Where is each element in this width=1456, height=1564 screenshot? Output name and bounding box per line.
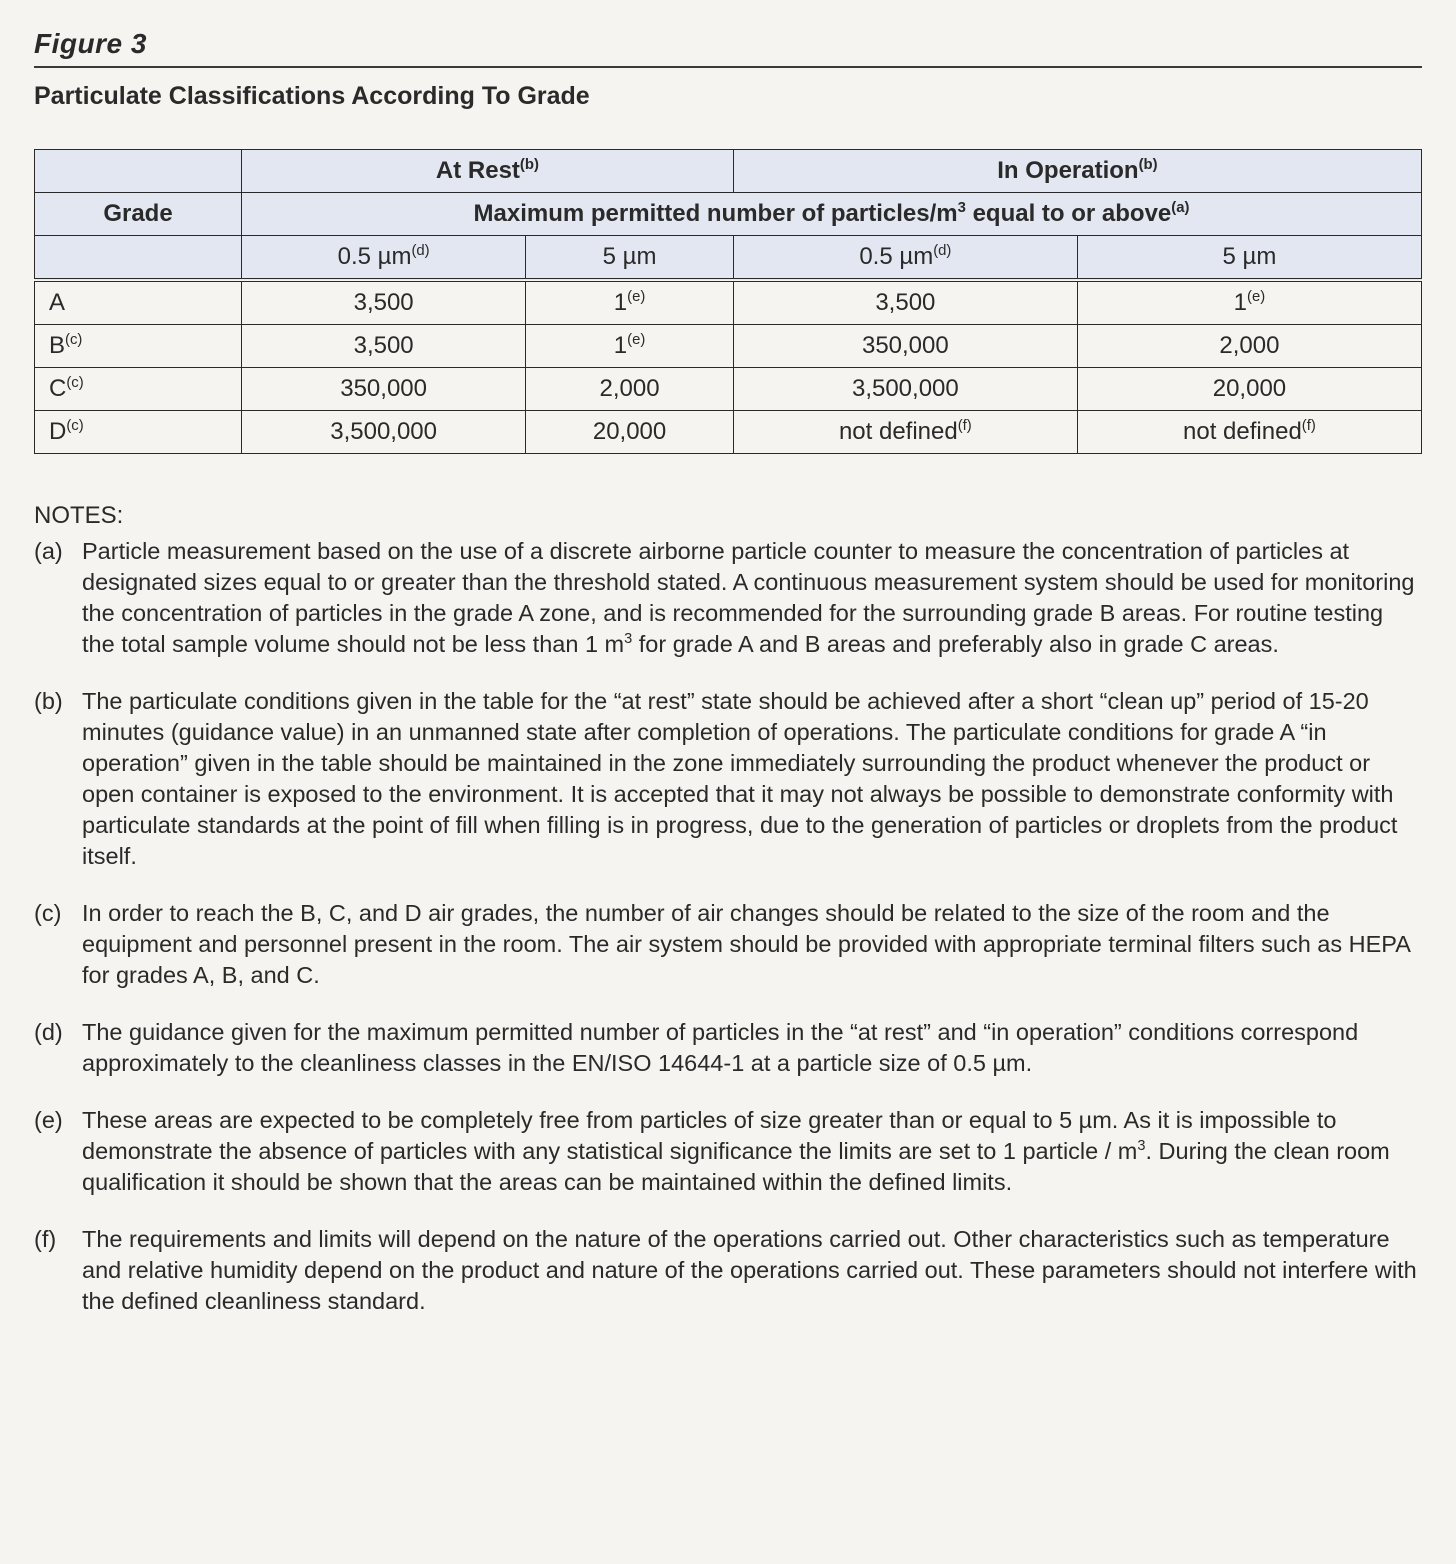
table-row: B(c)3,5001(e)350,0002,000 [35,325,1422,368]
value-cell: 1(e) [1077,280,1421,325]
value-cell: not defined(f) [1077,411,1421,454]
subheader-3: 5 µm [1077,236,1421,281]
value-cell: 1(e) [526,325,734,368]
note: (c)In order to reach the B, C, and D air… [34,898,1422,991]
note: (a)Particle measurement based on the use… [34,536,1422,660]
subheader-2: 0.5 µm(d) [733,236,1077,281]
figure-label: Figure 3 [34,28,1422,60]
note-body: These areas are expected to be completel… [82,1105,1422,1198]
table-row: C(c)350,0002,0003,500,00020,000 [35,368,1422,411]
value-cell: 2,000 [526,368,734,411]
notes-heading: NOTES: [34,502,1422,530]
note: (d)The guidance given for the maximum pe… [34,1017,1422,1079]
figure-title: Particulate Classifications According To… [34,82,1422,111]
value-cell: 3,500 [242,280,526,325]
value-cell: not defined(f) [733,411,1077,454]
header-grade: Grade [35,193,242,236]
page: Figure 3 Particulate Classifications Acc… [0,0,1456,1393]
note: (e)These areas are expected to be comple… [34,1105,1422,1198]
note-body: The requirements and limits will depend … [82,1224,1422,1317]
grade-cell: C(c) [35,368,242,411]
header-at-rest: At Rest(b) [242,150,734,193]
note-body: Particle measurement based on the use of… [82,536,1422,660]
value-cell: 20,000 [526,411,734,454]
header-in-operation: In Operation(b) [733,150,1421,193]
value-cell: 350,000 [733,325,1077,368]
header-max-particles: Maximum permitted number of particles/m3… [242,193,1422,236]
table-row: D(c)3,500,00020,000not defined(f)not def… [35,411,1422,454]
grade-cell: B(c) [35,325,242,368]
table-body: A3,5001(e)3,5001(e)B(c)3,5001(e)350,0002… [35,280,1422,454]
value-cell: 350,000 [242,368,526,411]
subheader-1: 5 µm [526,236,734,281]
note-marker: (b) [34,686,82,872]
value-cell: 3,500,000 [242,411,526,454]
table-head: At Rest(b)In Operation(b) GradeMaximum pe… [35,150,1422,281]
grade-cell: A [35,280,242,325]
value-cell: 2,000 [1077,325,1421,368]
grade-cell: D(c) [35,411,242,454]
title-rule [34,66,1422,68]
value-cell: 3,500 [242,325,526,368]
notes: (a)Particle measurement based on the use… [34,536,1422,1317]
empty-header [35,150,242,193]
note-body: In order to reach the B, C, and D air gr… [82,898,1422,991]
subheader-0: 0.5 µm(d) [242,236,526,281]
note: (b)The particulate conditions given in t… [34,686,1422,872]
value-cell: 3,500 [733,280,1077,325]
note-marker: (a) [34,536,82,660]
table-row: A3,5001(e)3,5001(e) [35,280,1422,325]
value-cell: 1(e) [526,280,734,325]
note-body: The guidance given for the maximum permi… [82,1017,1422,1079]
value-cell: 3,500,000 [733,368,1077,411]
note-marker: (c) [34,898,82,991]
value-cell: 20,000 [1077,368,1421,411]
note-marker: (e) [34,1105,82,1198]
particulate-table: At Rest(b)In Operation(b) GradeMaximum pe… [34,149,1422,454]
header-blank [35,236,242,281]
note-marker: (d) [34,1017,82,1079]
note: (f)The requirements and limits will depe… [34,1224,1422,1317]
note-marker: (f) [34,1224,82,1317]
note-body: The particulate conditions given in the … [82,686,1422,872]
